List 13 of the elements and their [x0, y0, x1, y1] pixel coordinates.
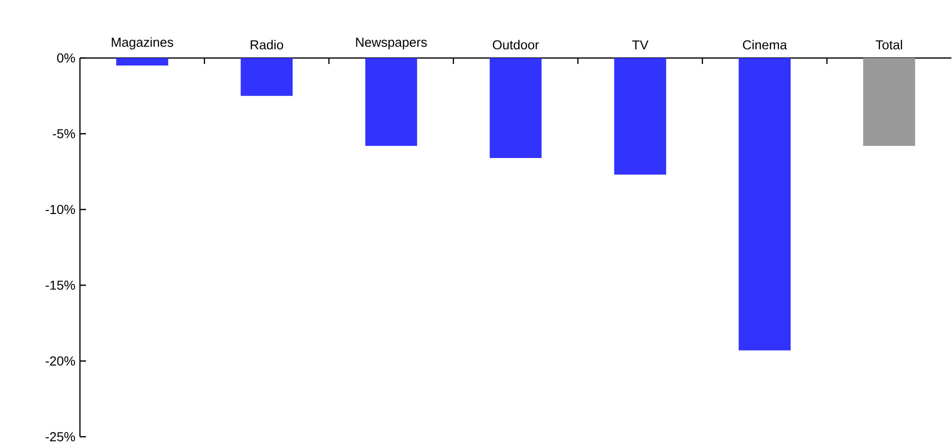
- y-tick-label: -5%: [52, 129, 75, 138]
- x-tick-label: Radio: [250, 40, 284, 50]
- x-tick-label: Outdoor: [492, 40, 539, 50]
- x-tick-label: Cinema: [742, 40, 788, 50]
- y-tick-label: -20%: [46, 356, 75, 366]
- y-tick-label: -15%: [46, 280, 75, 290]
- x-tick-label: Magazines: [112, 37, 174, 50]
- x-tick-label: Total: [876, 40, 902, 50]
- x-tick-label: Newspapers: [356, 38, 427, 50]
- y-tick-label: -25%: [46, 432, 75, 442]
- y-tick-label: 0%: [57, 54, 75, 63]
- y-tick-label: -10%: [46, 205, 75, 214]
- x-tick-label: TV: [632, 40, 648, 50]
